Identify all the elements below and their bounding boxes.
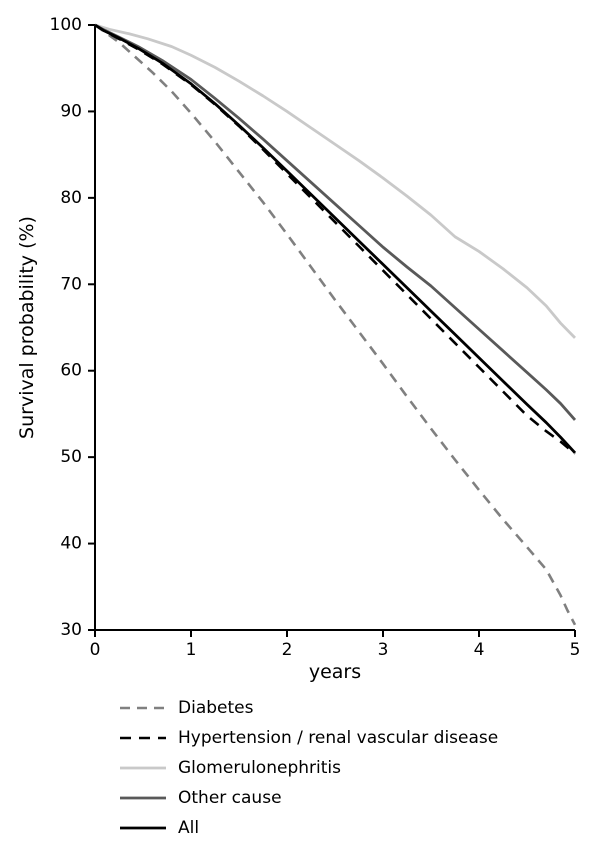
chart-canvas: 30 40 50 60 70 80 90 100 0 1 2 3 4 5 years Survival pro… [0, 0, 605, 853]
y-axis-label: Survival probability (%) [16, 216, 38, 439]
y-tick-label: 40 [60, 534, 82, 554]
y-tick-label: 50 [60, 447, 82, 467]
y-tick-label: 80 [60, 188, 82, 208]
x-tick-label: 0 [90, 640, 101, 660]
y-tick-label: 90 [60, 101, 82, 121]
survival-chart: 30 40 50 60 70 80 90 100 0 1 2 3 4 5 years Survival pro… [0, 0, 605, 853]
legend-label-all: All [178, 818, 199, 838]
legend-label-glomerulonephritis: Glomerulonephritis [178, 758, 341, 778]
legend-label-diabetes: Diabetes [178, 698, 254, 718]
x-axis-label: years [309, 661, 361, 683]
x-tick-label: 3 [378, 640, 389, 660]
y-tick-label: 60 [60, 361, 82, 381]
y-tick-label: 100 [50, 15, 82, 35]
x-tick-label: 2 [282, 640, 293, 660]
x-tick-label: 4 [474, 640, 485, 660]
legend-label-hypertension: Hypertension / renal vascular disease [178, 728, 498, 748]
legend-label-other: Other cause [178, 788, 282, 808]
chart-background [0, 0, 605, 853]
x-tick-label: 1 [186, 640, 197, 660]
y-tick-label: 70 [60, 274, 82, 294]
y-tick-label: 30 [60, 620, 82, 640]
x-tick-label: 5 [570, 640, 581, 660]
